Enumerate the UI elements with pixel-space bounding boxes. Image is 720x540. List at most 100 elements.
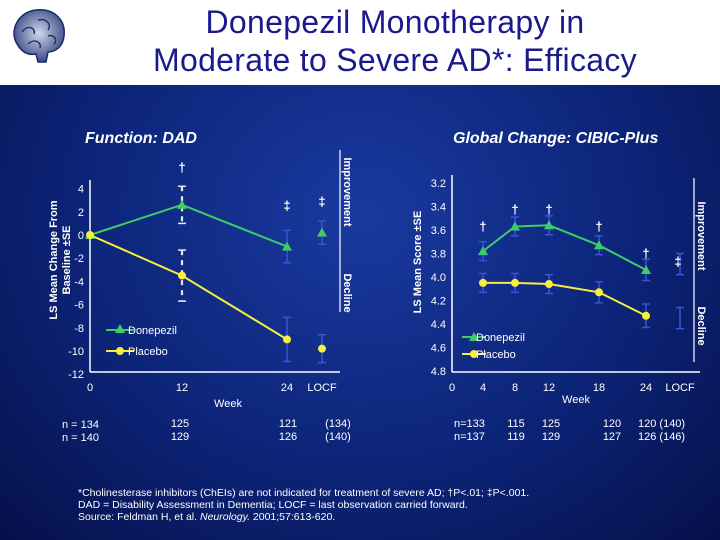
right-n-label-1: 115 119 <box>502 418 530 444</box>
right-n-label-4: 120 (140) 126 (146) <box>638 418 702 444</box>
right-legend-placebo-label: Placebo <box>476 349 516 361</box>
left-significance-mark: † <box>178 160 185 175</box>
right-point-donepezil <box>594 240 604 250</box>
left-n-label-3: (134) (140) <box>316 418 360 444</box>
right-point-placebo <box>479 278 487 287</box>
footnote-line-2: DAD = Disability Assessment in Dementia;… <box>78 499 468 511</box>
title-line-1: Donepezil Monotherapy in <box>205 4 585 40</box>
left-point-donepezil <box>177 199 187 209</box>
title-band <box>0 0 720 85</box>
left-series-line-donepezil <box>89 203 288 248</box>
right-y-axis-title: LS Mean Score ±SE <box>412 211 424 314</box>
left-y-tick-label: 4 <box>78 184 84 196</box>
right-point-placebo <box>642 311 650 320</box>
brain-logo-icon <box>13 9 65 63</box>
left-x-axis-title: Week <box>214 398 242 410</box>
right-y-tick-label: 4.0 <box>431 272 446 284</box>
right-n-donepezil-0: n=133 <box>454 418 485 430</box>
right-point-donepezil <box>478 246 488 256</box>
left-significance-mark: ‡ <box>283 198 290 213</box>
left-y-tick-label: -6 <box>74 300 84 312</box>
right-y-tick-label: 4.8 <box>431 366 446 378</box>
left-n-label-1: 125 129 <box>160 418 200 444</box>
right-y-tick-label: 3.8 <box>431 249 446 261</box>
left-n-donepezil-3: (134) <box>325 418 351 430</box>
left-y-axis-title-line2: Baseline ±SE <box>61 225 73 294</box>
left-y-tick-label: -12 <box>68 369 84 381</box>
right-y-tick-label: 3.4 <box>431 202 446 214</box>
right-x-tick-label: 0 <box>449 382 455 394</box>
right-n-placebo-3: 127 <box>602 431 622 443</box>
right-y-tick-label: 4.2 <box>431 296 446 308</box>
left-point-donepezil <box>317 227 327 237</box>
right-legend-placebo-marker <box>470 350 478 358</box>
left-legend-donepezil-marker <box>115 324 125 333</box>
right-point-placebo <box>595 288 603 297</box>
right-x-tick-label: LOCF <box>665 382 695 394</box>
right-significance-mark: † <box>595 219 602 234</box>
right-n-placebo-4: 126 (146) <box>638 431 686 443</box>
left-point-placebo <box>86 231 94 239</box>
right-panel-title: Global Change: CIBIC-Plus <box>453 130 659 147</box>
left-decline-label: Decline <box>341 273 353 312</box>
right-significance-mark: ‡ <box>674 254 681 269</box>
right-improvement-label: Improvement <box>695 201 707 270</box>
right-n-donepezil-1: 115 <box>507 418 525 430</box>
right-y-tick-label: 3.2 <box>431 178 446 190</box>
right-legend-donepezil-marker <box>469 332 479 341</box>
left-y-tick-label: -10 <box>68 346 84 358</box>
left-y-axis-title-line1: LS Mean Change From <box>48 200 60 319</box>
right-n-placebo-0: n=137 <box>454 431 485 443</box>
right-n-donepezil-3: 120 <box>602 418 622 430</box>
right-significance-mark: † <box>642 246 649 261</box>
left-n-donepezil-1: 125 <box>170 418 190 430</box>
left-legend-donepezil-label: Donepezil <box>128 325 177 337</box>
left-legend-placebo-label: Placebo <box>128 346 168 358</box>
left-series-line-placebo <box>89 234 288 341</box>
right-y-tick-label: 4.6 <box>431 343 446 355</box>
left-n-label-0: n = 134 n = 140 <box>62 419 122 445</box>
right-n-donepezil-2: 125 <box>541 418 561 430</box>
right-series-line-donepezil <box>482 224 647 271</box>
right-point-placebo <box>511 278 519 287</box>
right-n-label-2: 125 129 <box>537 418 565 444</box>
left-x-tick-label: 24 <box>281 382 293 394</box>
right-point-donepezil <box>510 221 520 231</box>
left-n-label-2: 121 126 <box>268 418 308 444</box>
left-point-placebo <box>178 271 186 280</box>
right-significance-mark: † <box>511 202 518 217</box>
right-x-tick-label: 24 <box>640 382 652 394</box>
right-legend-donepezil-label: Donepezil <box>476 332 525 344</box>
left-x-tick-label: LOCF <box>307 382 337 394</box>
right-x-tick-label: 18 <box>593 382 605 394</box>
footnote-line-1: *Cholinesterase inhibitors (ChEIs) are n… <box>78 487 530 499</box>
left-y-tick-label: -4 <box>74 276 84 288</box>
right-x-tick-label: 8 <box>512 382 518 394</box>
right-x-tick-label: 12 <box>543 382 555 394</box>
footnote-source-suffix: 2001;57:613-620. <box>249 511 336 523</box>
left-improvement-label: Improvement <box>341 157 353 226</box>
left-y-tick-label: -8 <box>74 323 84 335</box>
right-y-tick-label: 3.6 <box>431 225 446 237</box>
footnote-journal: Neurology. <box>199 511 250 523</box>
left-significance-mark: ‡ <box>318 194 325 209</box>
left-n-placebo-1: 129 <box>170 431 190 443</box>
footnote-source-prefix: Source: Feldman H, et al. <box>78 511 200 523</box>
right-point-placebo <box>545 280 553 289</box>
left-point-donepezil <box>282 241 292 251</box>
footnote-line-3: Source: Feldman H, et al. Neurology. 200… <box>78 511 678 523</box>
right-n-donepezil-4: 120 (140) <box>638 418 686 430</box>
left-point-placebo <box>283 335 291 344</box>
left-y-tick-label: 2 <box>78 207 84 219</box>
right-n-label-3: 120 127 <box>598 418 626 444</box>
left-x-tick-label: 12 <box>176 382 188 394</box>
left-n-donepezil-0: n = 134 <box>62 419 100 431</box>
right-point-donepezil <box>544 220 554 230</box>
left-n-placebo-3: (140) <box>325 431 351 443</box>
right-x-axis-title: Week <box>562 394 590 406</box>
left-n-donepezil-2: 121 <box>278 418 298 430</box>
right-significance-mark: † <box>545 202 552 217</box>
right-x-tick-label: 4 <box>480 382 486 394</box>
left-point-placebo <box>318 344 326 353</box>
